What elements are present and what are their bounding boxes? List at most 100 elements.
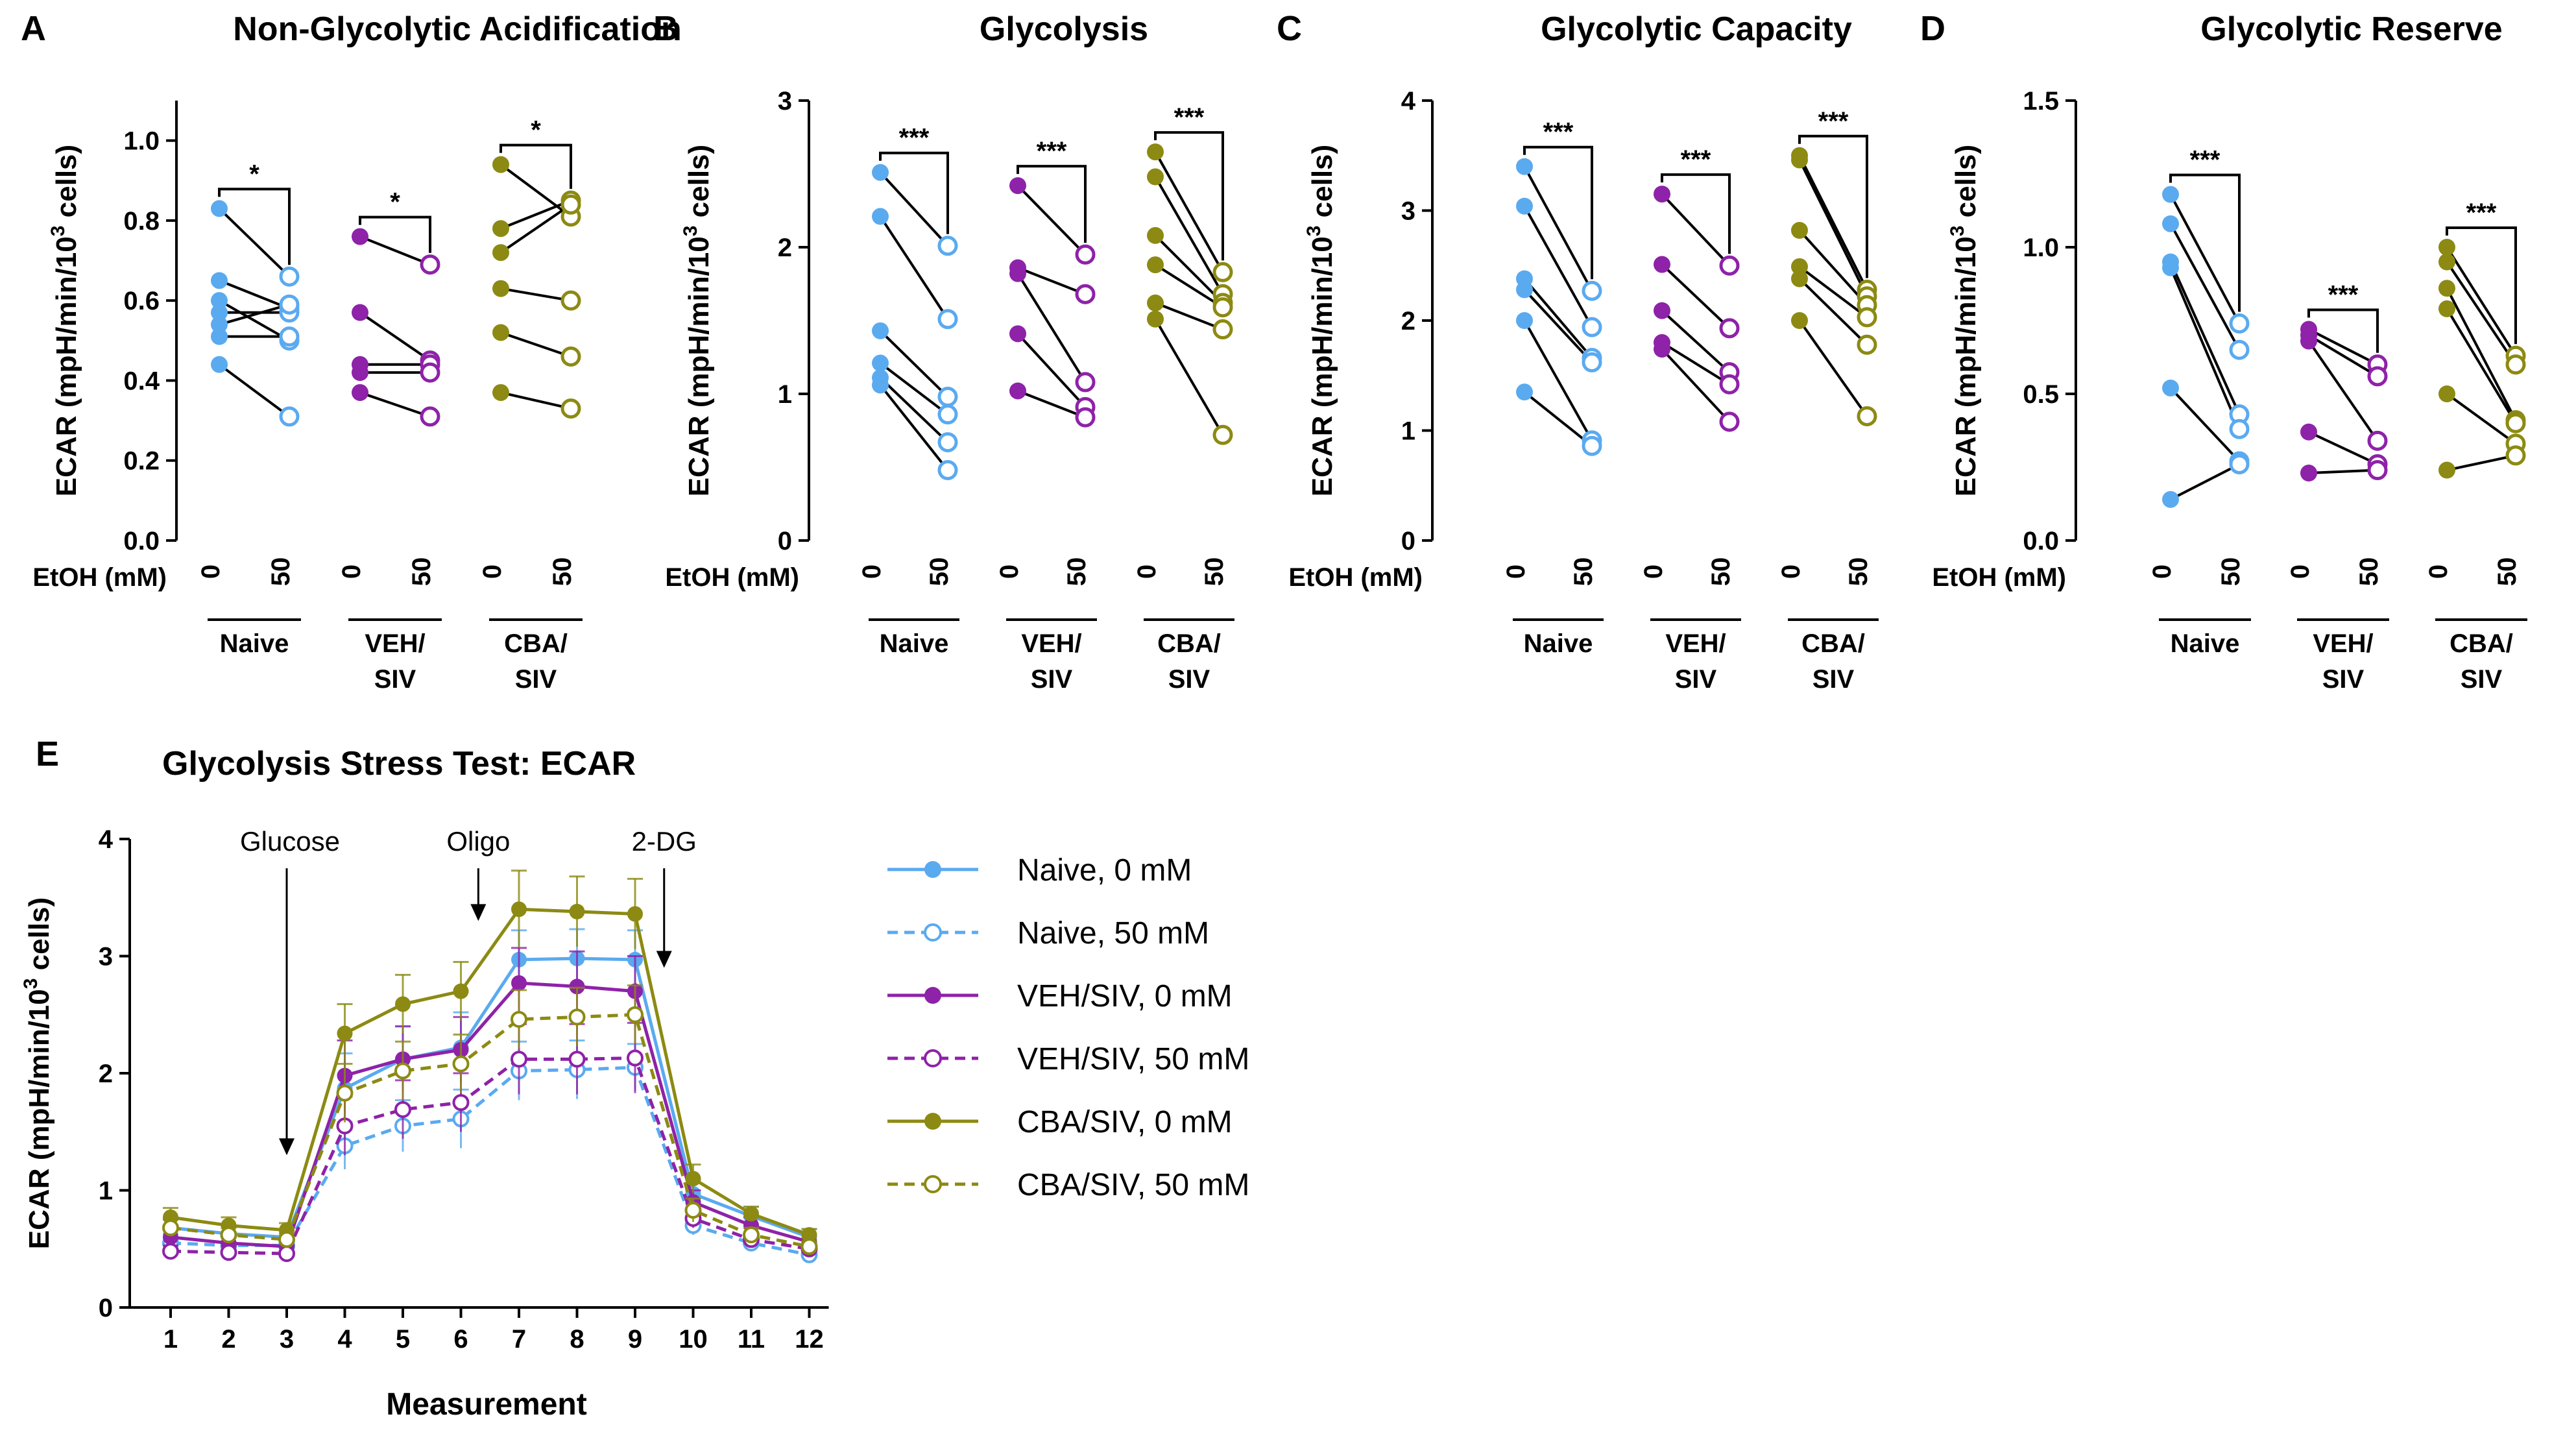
panel-e-letter: E [36,735,59,773]
significance-marker: *** [2328,281,2359,310]
panel-e-legend: Naive, 0 mM Naive, 50 mM VEH/SIV, 0 mM VEH/… [887,853,1249,1202]
point-0mm [2438,385,2455,402]
annotation-arrow-head [279,1138,295,1156]
point-0mm [2438,300,2455,317]
significance-marker: *** [1174,103,1205,132]
point-0mm [1516,197,1533,215]
point-0mm [872,354,889,372]
pair-line [2308,430,2378,466]
point-0mm [211,272,228,289]
point-50mm [560,398,581,419]
pair-line [2446,393,2517,445]
data-point [627,1049,644,1067]
x-tick-label: 0 [995,565,1024,579]
pair-line [2446,246,2517,357]
y-axis-label: ECAR (mpH/min/103 cells) [680,145,715,496]
point-50mm [279,406,300,427]
point-0mm [1516,312,1533,329]
point-50mm [2229,339,2250,360]
pair-line [1523,391,1593,447]
y-axis-label-main: ECAR (mpH/min/10 [51,236,82,496]
pair-line [1661,310,1731,374]
pair-line [219,303,290,326]
point-50mm [1075,372,1096,393]
panel-letter: C [1277,9,1302,48]
point-0mm [2438,461,2455,479]
y-axis-label-sup: 3 [1947,226,1968,237]
x-tick-label: 12 [795,1325,824,1354]
x-tick-label: 50 [1200,557,1229,587]
group-2: 0 50 CBA/SIV *** [1133,103,1234,694]
significance-marker: *** [1818,107,1849,136]
y-tick-label: 1 [1401,417,1415,446]
group-1: 0 50 VEH/SIV * [337,188,442,694]
y-tick-label: 4 [99,825,114,854]
point-50mm [1582,317,1602,337]
point-50mm [937,404,958,425]
significance-marker: *** [1543,118,1574,147]
point-50mm [2367,430,2388,451]
pair-line [879,384,949,471]
point-0mm [211,356,228,373]
point-0mm [1654,341,1670,358]
y-tick-label: 1.0 [2023,234,2059,262]
panel-title: Glycolysis [980,10,1148,48]
series-line [170,1065,810,1257]
y-axis-label-end: cells) [51,145,82,226]
pair-line [1661,193,1731,267]
data-point [743,1226,760,1244]
data-point [627,1006,644,1023]
significance-bracket [2169,173,2241,312]
point-50mm [1719,255,1740,276]
y-axis-label: ECAR (mpH/min/103 cells) [47,145,82,496]
group-label: CBA/ [1157,629,1221,658]
point-50mm [1582,435,1602,456]
group-2: 0 50 CBA/SIV *** [2424,199,2527,694]
point-50mm [1212,297,1233,318]
group-label: CBA/ [504,629,568,658]
point-50mm [937,236,958,256]
significance-marker: *** [2190,146,2221,175]
data-point [394,1100,411,1118]
significance-bracket [1017,165,1087,243]
point-0mm [1654,302,1670,319]
pair-line [1661,348,1731,423]
pair-line [1523,165,1593,292]
point-0mm [352,364,368,382]
series-4 [163,869,817,1243]
point-0mm [1791,258,1808,275]
pair-line [2307,334,2379,378]
point-50mm [2505,445,2526,466]
group-label: VEH/ [2313,629,2373,658]
data-point [394,1062,411,1080]
pair-line [219,299,290,342]
point-0mm [2162,215,2179,232]
group-1: 0 50 VEH/SIV *** [2286,281,2389,694]
point-0mm [872,322,889,339]
significance-bracket [2307,308,2379,353]
data-point [395,996,411,1012]
series-5 [162,984,818,1256]
data-point [511,1010,527,1028]
data-point [278,1231,295,1248]
series-line [170,1013,810,1248]
y-tick-label: 0.5 [2023,380,2059,409]
x-tick-label: 50 [1844,557,1873,587]
pair-line [1017,332,1087,408]
y-axis-label: ECAR (mpH/min/103 cells) [1303,145,1338,496]
group-0: 0 50 Naive *** [858,124,959,658]
y-tick-label: 0 [99,1294,113,1322]
legend-label: VEH/SIV, 0 mM [1017,979,1233,1014]
point-50mm [560,290,581,311]
x-tick-label: 0 [1777,565,1805,579]
pair-line [500,199,572,230]
y-tick-label: 0.2 [123,447,160,476]
point-0mm [2162,379,2179,396]
point-0mm [352,228,368,245]
data-point [569,903,585,919]
group-label: SIV [515,665,557,694]
point-0mm [1791,270,1808,287]
y-axis-label-end: cells) [683,145,715,226]
significance-bracket [2446,226,2517,345]
group-label: CBA/ [2450,629,2513,658]
